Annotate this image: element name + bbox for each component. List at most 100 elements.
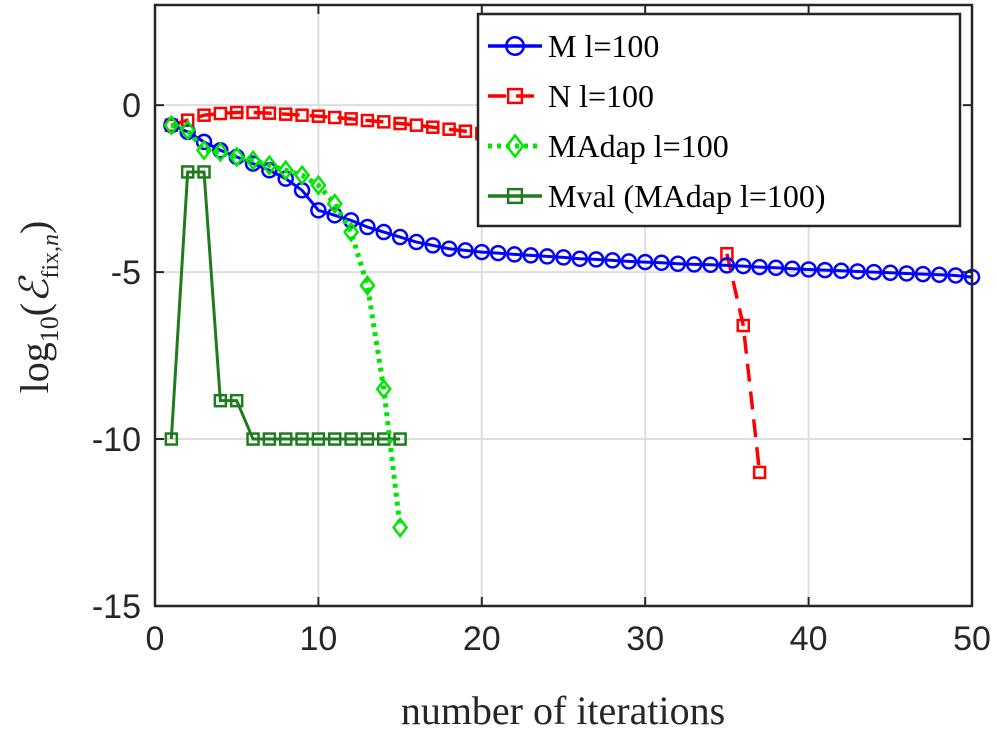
data-point bbox=[375, 223, 393, 241]
data-point bbox=[391, 228, 409, 246]
data-point bbox=[180, 165, 195, 179]
y-axis-label-sub: 10 bbox=[35, 316, 64, 342]
data-point bbox=[327, 110, 342, 125]
y-tick-label: -10 bbox=[92, 421, 141, 459]
y-tick-label: -5 bbox=[111, 254, 141, 292]
data-point bbox=[408, 233, 425, 251]
data-point bbox=[197, 108, 211, 122]
plot-frame bbox=[153, 3, 974, 608]
data-point bbox=[246, 432, 260, 446]
x-tick-label: 30 bbox=[626, 620, 664, 658]
data-point bbox=[865, 263, 883, 281]
data-point bbox=[458, 124, 473, 138]
x-tick-label: 10 bbox=[299, 620, 337, 658]
data-point bbox=[261, 154, 278, 176]
data-point bbox=[213, 393, 228, 408]
series-line-segment bbox=[725, 253, 762, 473]
data-point bbox=[228, 146, 245, 168]
series-3 bbox=[164, 165, 407, 446]
data-point bbox=[685, 256, 703, 273]
data-point bbox=[752, 465, 767, 480]
data-point bbox=[898, 265, 915, 282]
data-point bbox=[914, 265, 932, 283]
series-layer bbox=[163, 105, 981, 539]
legend-marker bbox=[505, 133, 525, 159]
data-point bbox=[636, 253, 654, 271]
y-axis-label-subscript: fix, bbox=[38, 246, 64, 279]
data-point bbox=[293, 164, 311, 186]
x-tick-label: 40 bbox=[790, 620, 828, 658]
legend-marker bbox=[506, 187, 524, 205]
data-point bbox=[195, 139, 213, 161]
data-point bbox=[442, 122, 456, 136]
series-2 bbox=[163, 114, 409, 539]
data-point bbox=[311, 109, 326, 123]
legend: M l=100 N l=100 MAdap l=100 Mval (MAdap l=1… bbox=[476, 12, 962, 228]
data-point bbox=[816, 261, 834, 279]
data-point bbox=[179, 119, 196, 141]
series-0 bbox=[163, 116, 981, 286]
data-point bbox=[164, 432, 179, 446]
data-point bbox=[311, 432, 326, 446]
data-point bbox=[326, 193, 343, 215]
data-point bbox=[506, 246, 523, 263]
data-point bbox=[620, 253, 638, 270]
data-point bbox=[424, 237, 442, 254]
data-point bbox=[163, 114, 180, 136]
data-point bbox=[375, 378, 392, 400]
data-point bbox=[473, 243, 491, 261]
data-point bbox=[344, 432, 358, 446]
data-point bbox=[409, 118, 424, 132]
data-point bbox=[393, 116, 407, 131]
data-point bbox=[377, 115, 391, 129]
data-point bbox=[343, 221, 360, 243]
data-point bbox=[197, 165, 211, 179]
data-point bbox=[734, 257, 752, 275]
data-point bbox=[440, 240, 458, 257]
y-axis-label-base: log bbox=[12, 342, 57, 393]
y-axis-label-open: ( bbox=[12, 303, 57, 316]
data-point bbox=[392, 516, 409, 539]
data-point bbox=[669, 255, 687, 273]
data-point bbox=[213, 106, 228, 121]
data-point bbox=[310, 202, 327, 219]
y-tick-label: -15 bbox=[92, 588, 141, 626]
data-point bbox=[244, 149, 262, 171]
data-point bbox=[800, 261, 817, 278]
legend-label: N l=100 bbox=[548, 78, 654, 114]
data-point bbox=[278, 432, 293, 446]
data-point bbox=[736, 318, 750, 333]
y-axis-label-close: ) bbox=[12, 221, 57, 234]
legend-box bbox=[476, 12, 962, 228]
data-point bbox=[393, 432, 407, 446]
data-point bbox=[229, 105, 244, 120]
data-point bbox=[718, 257, 736, 274]
legend-label: MAdap l=100 bbox=[548, 128, 729, 164]
data-point bbox=[947, 267, 964, 284]
data-point bbox=[262, 106, 277, 120]
data-point bbox=[295, 108, 309, 122]
y-axis-label-symbol: ℰ bbox=[12, 275, 57, 303]
x-axis-label: number of iterations bbox=[401, 688, 725, 733]
data-point bbox=[538, 248, 556, 265]
data-point bbox=[360, 432, 375, 446]
data-point bbox=[555, 249, 572, 266]
data-point bbox=[262, 432, 277, 446]
y-tick-label: 0 bbox=[122, 87, 141, 125]
data-point bbox=[587, 251, 605, 268]
data-point bbox=[377, 432, 391, 446]
data-point bbox=[229, 393, 244, 408]
data-point bbox=[360, 113, 375, 128]
data-point bbox=[359, 274, 376, 297]
data-point bbox=[489, 244, 507, 262]
data-point bbox=[327, 432, 342, 446]
data-point bbox=[522, 247, 540, 264]
series-line bbox=[169, 170, 401, 441]
data-point bbox=[277, 159, 294, 181]
data-point bbox=[295, 432, 309, 446]
data-point bbox=[278, 107, 293, 121]
series-line-segment bbox=[170, 110, 483, 136]
legend-marker bbox=[506, 87, 524, 105]
data-point bbox=[604, 252, 621, 269]
